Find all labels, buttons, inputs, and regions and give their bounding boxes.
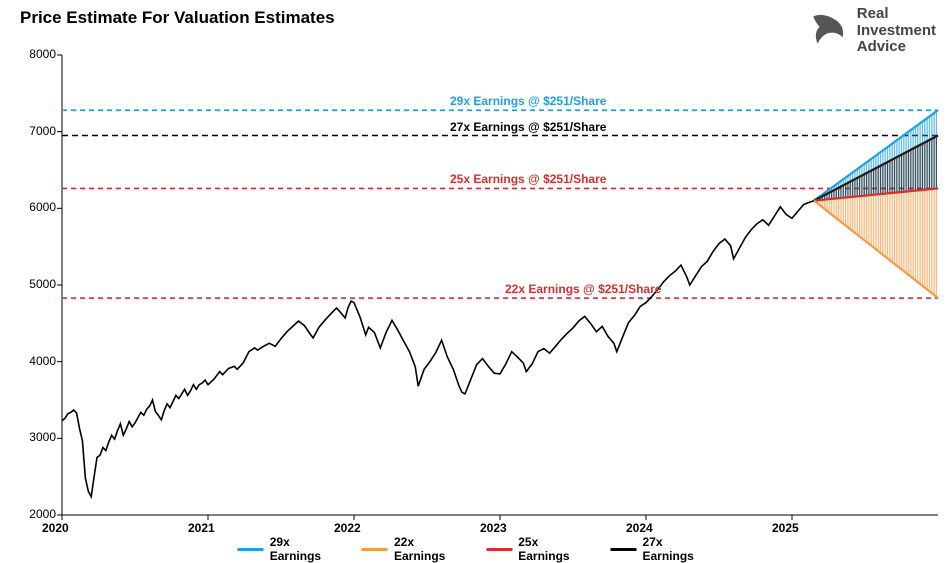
x-tick-label: 2021 [188,521,215,535]
ref-line-label: 27x Earnings @ $251/Share [450,120,606,134]
y-tick-label: 6000 [22,200,56,214]
legend-swatch [610,548,636,551]
x-tick-label: 2024 [626,521,653,535]
legend-swatch [486,548,512,551]
x-tick-label: 2025 [772,521,799,535]
legend-label: 29x Earnings [270,535,340,563]
legend: 29x Earnings 22x Earnings 25x Earnings 27x … [238,535,713,563]
y-tick-label: 2000 [22,507,56,521]
legend-item: 22x Earnings [362,535,464,563]
ref-line-label: 22x Earnings @ $251/Share [505,282,661,296]
ref-line-label: 25x Earnings @ $251/Share [450,172,606,186]
y-tick-label: 3000 [22,430,56,444]
x-tick-label: 2023 [480,521,507,535]
legend-label: 22x Earnings [394,535,464,563]
x-tick-label: 2022 [334,521,361,535]
legend-item: 27x Earnings [610,535,712,563]
y-tick-label: 4000 [22,354,56,368]
legend-item: 29x Earnings [238,535,340,563]
y-tick-label: 5000 [22,277,56,291]
y-tick-label: 8000 [22,47,56,61]
legend-label: 25x Earnings [518,535,588,563]
legend-label: 27x Earnings [642,535,712,563]
ref-line-label: 29x Earnings @ $251/Share [450,94,606,108]
legend-swatch [238,548,264,551]
legend-swatch [362,548,388,551]
valuation-chart: Price Estimate For Valuation Estimates R… [0,0,950,555]
x-tick-label: 2020 [42,521,69,535]
y-tick-label: 7000 [22,124,56,138]
legend-item: 25x Earnings [486,535,588,563]
plot-area [0,0,950,555]
